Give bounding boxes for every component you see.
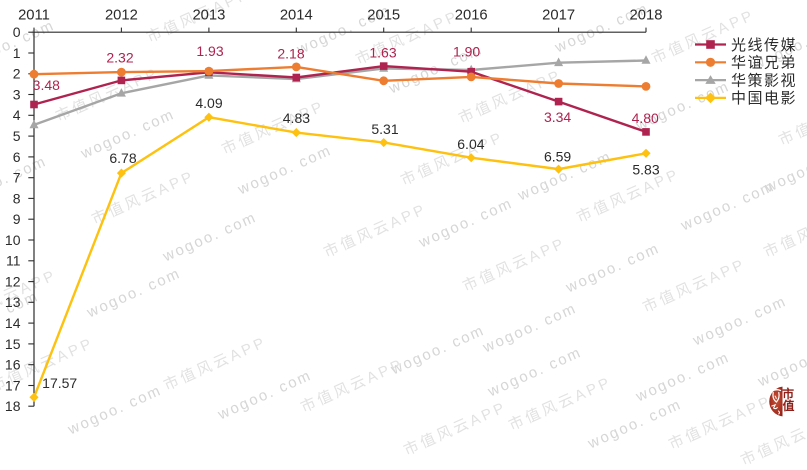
svg-text:2014: 2014 bbox=[280, 8, 313, 24]
svg-text:16: 16 bbox=[5, 357, 21, 373]
svg-text:2015: 2015 bbox=[367, 8, 400, 24]
svg-text:2018: 2018 bbox=[630, 8, 663, 24]
svg-text:5.31: 5.31 bbox=[371, 121, 398, 137]
svg-text:2.18: 2.18 bbox=[277, 45, 304, 61]
svg-text:3.34: 3.34 bbox=[544, 109, 571, 125]
svg-text:1.93: 1.93 bbox=[196, 43, 223, 59]
svg-text:4.80: 4.80 bbox=[632, 110, 659, 126]
svg-text:11: 11 bbox=[6, 253, 21, 269]
svg-text:值: 值 bbox=[783, 399, 795, 413]
svg-text:2017: 2017 bbox=[542, 8, 575, 24]
svg-text:4: 4 bbox=[13, 107, 21, 123]
svg-text:2016: 2016 bbox=[455, 8, 488, 24]
svg-text:3: 3 bbox=[13, 86, 21, 102]
svg-text:市: 市 bbox=[782, 387, 794, 401]
svg-text:8: 8 bbox=[13, 190, 21, 206]
svg-text:6.04: 6.04 bbox=[457, 136, 484, 152]
svg-text:1.63: 1.63 bbox=[369, 45, 396, 61]
svg-text:4.83: 4.83 bbox=[283, 110, 310, 126]
svg-text:华谊兄弟: 华谊兄弟 bbox=[731, 55, 797, 72]
svg-text:4.09: 4.09 bbox=[195, 95, 222, 111]
svg-text:2: 2 bbox=[13, 66, 21, 82]
svg-text:12: 12 bbox=[5, 274, 21, 290]
svg-text:7: 7 bbox=[13, 170, 21, 186]
svg-text:6.59: 6.59 bbox=[544, 149, 571, 165]
svg-text:6.78: 6.78 bbox=[109, 150, 136, 166]
svg-text:10: 10 bbox=[5, 232, 21, 248]
svg-text:2.32: 2.32 bbox=[106, 49, 133, 65]
svg-text:2012: 2012 bbox=[105, 8, 138, 24]
svg-text:华策影视: 华策影视 bbox=[731, 72, 797, 89]
svg-text:14: 14 bbox=[5, 315, 21, 331]
svg-text:5.83: 5.83 bbox=[632, 161, 659, 177]
svg-text:2013: 2013 bbox=[192, 8, 225, 24]
svg-text:3.48: 3.48 bbox=[33, 77, 60, 93]
svg-text:9: 9 bbox=[13, 211, 21, 227]
svg-text:中国电影: 中国电影 bbox=[731, 90, 797, 107]
svg-text:1.90: 1.90 bbox=[453, 43, 480, 59]
svg-text:1: 1 bbox=[13, 45, 21, 61]
svg-text:光线传媒: 光线传媒 bbox=[731, 37, 797, 54]
svg-text:17.57: 17.57 bbox=[42, 375, 77, 391]
svg-text:2011: 2011 bbox=[18, 8, 50, 24]
svg-text:5: 5 bbox=[13, 128, 21, 144]
svg-text:18: 18 bbox=[5, 398, 21, 414]
svg-text:6: 6 bbox=[13, 149, 21, 165]
svg-text:15: 15 bbox=[5, 336, 21, 352]
svg-text:17: 17 bbox=[5, 377, 21, 393]
svg-text:0: 0 bbox=[13, 24, 21, 40]
svg-text:13: 13 bbox=[5, 294, 21, 310]
